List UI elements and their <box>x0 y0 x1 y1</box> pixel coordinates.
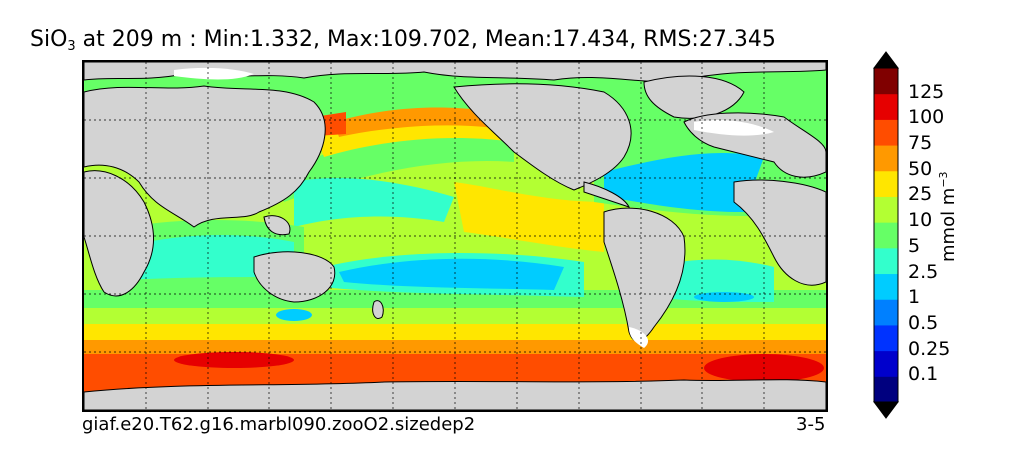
colorbar-tick-label: 2.5 <box>908 260 939 283</box>
indian-ocean-2.5 <box>124 235 294 280</box>
colorbar-segment <box>874 273 898 300</box>
equatorial-band <box>284 231 504 257</box>
indonesia <box>263 215 291 236</box>
australia <box>253 251 336 303</box>
colorbar-segment <box>874 350 898 377</box>
southern-band-100-west <box>174 352 294 368</box>
south-atlantic-2.5 <box>654 259 774 302</box>
colorbar-tick-label: 10 <box>908 209 933 232</box>
colorbar-under-arrow <box>873 401 899 419</box>
colorbar-tick-label: 1 <box>908 286 921 309</box>
ocean-map <box>84 62 826 410</box>
north-pacific-50 <box>334 107 494 137</box>
australia-south-1 <box>276 309 312 321</box>
colorbar-over-arrow <box>873 51 899 69</box>
colorbar-segment <box>874 145 898 172</box>
colorbar-tick-label: 5 <box>908 234 921 257</box>
case-name-label: giaf.e20.T62.g16.marbl090.zooO2.sizedep2 <box>82 414 476 435</box>
plot-title: SiO3 at 209 m : Min:1.332, Max:109.702, … <box>30 27 776 54</box>
colorbar-segment <box>874 247 898 275</box>
colorbar-units: mmol m−3 <box>937 171 959 262</box>
central-america <box>583 181 630 208</box>
south-america <box>603 207 686 342</box>
colorbar <box>873 51 899 419</box>
colorbar-border <box>873 67 899 403</box>
eurasia <box>84 85 326 228</box>
colorbar-segment <box>874 93 898 120</box>
south-pacific-1 <box>339 258 564 290</box>
antarctica <box>84 379 826 410</box>
colorbar-tick-label: 0.5 <box>908 311 939 334</box>
sea-ice <box>174 67 774 348</box>
land <box>84 62 826 410</box>
colorbar-segment <box>874 376 898 403</box>
colorbar-segment <box>874 119 898 146</box>
period-label: 3-5 <box>796 414 826 435</box>
colorbar-segment <box>874 299 898 326</box>
north-america <box>453 83 632 191</box>
south-atlantic-1 <box>694 292 754 302</box>
colorbar-tick-label: 75 <box>908 132 933 155</box>
subtropical-north-pacific <box>294 177 454 227</box>
colorbar-segment <box>874 68 898 95</box>
colorbar-tick-label: 125 <box>908 80 945 103</box>
africa <box>84 170 154 297</box>
colorbar-tick-label: 0.25 <box>908 337 951 360</box>
colorbar-tick-label: 0.1 <box>908 363 939 386</box>
colorbar-tick-label: 25 <box>908 183 933 206</box>
new-zealand <box>372 300 384 319</box>
equatorial-pacific-25 <box>454 182 604 252</box>
africa-east-wrap <box>733 179 826 286</box>
colorbar-segment <box>874 222 898 249</box>
map-panel <box>82 60 828 412</box>
colorbar-segment <box>874 196 898 223</box>
greenland <box>643 75 745 119</box>
colorbar-segment <box>874 170 898 197</box>
colorbar-tick-label: 100 <box>908 106 945 129</box>
colorbar-segment <box>874 324 898 352</box>
north-atlantic-1 <box>604 152 764 212</box>
colorbar-tick-label: 50 <box>908 157 933 180</box>
graticule <box>84 62 826 410</box>
